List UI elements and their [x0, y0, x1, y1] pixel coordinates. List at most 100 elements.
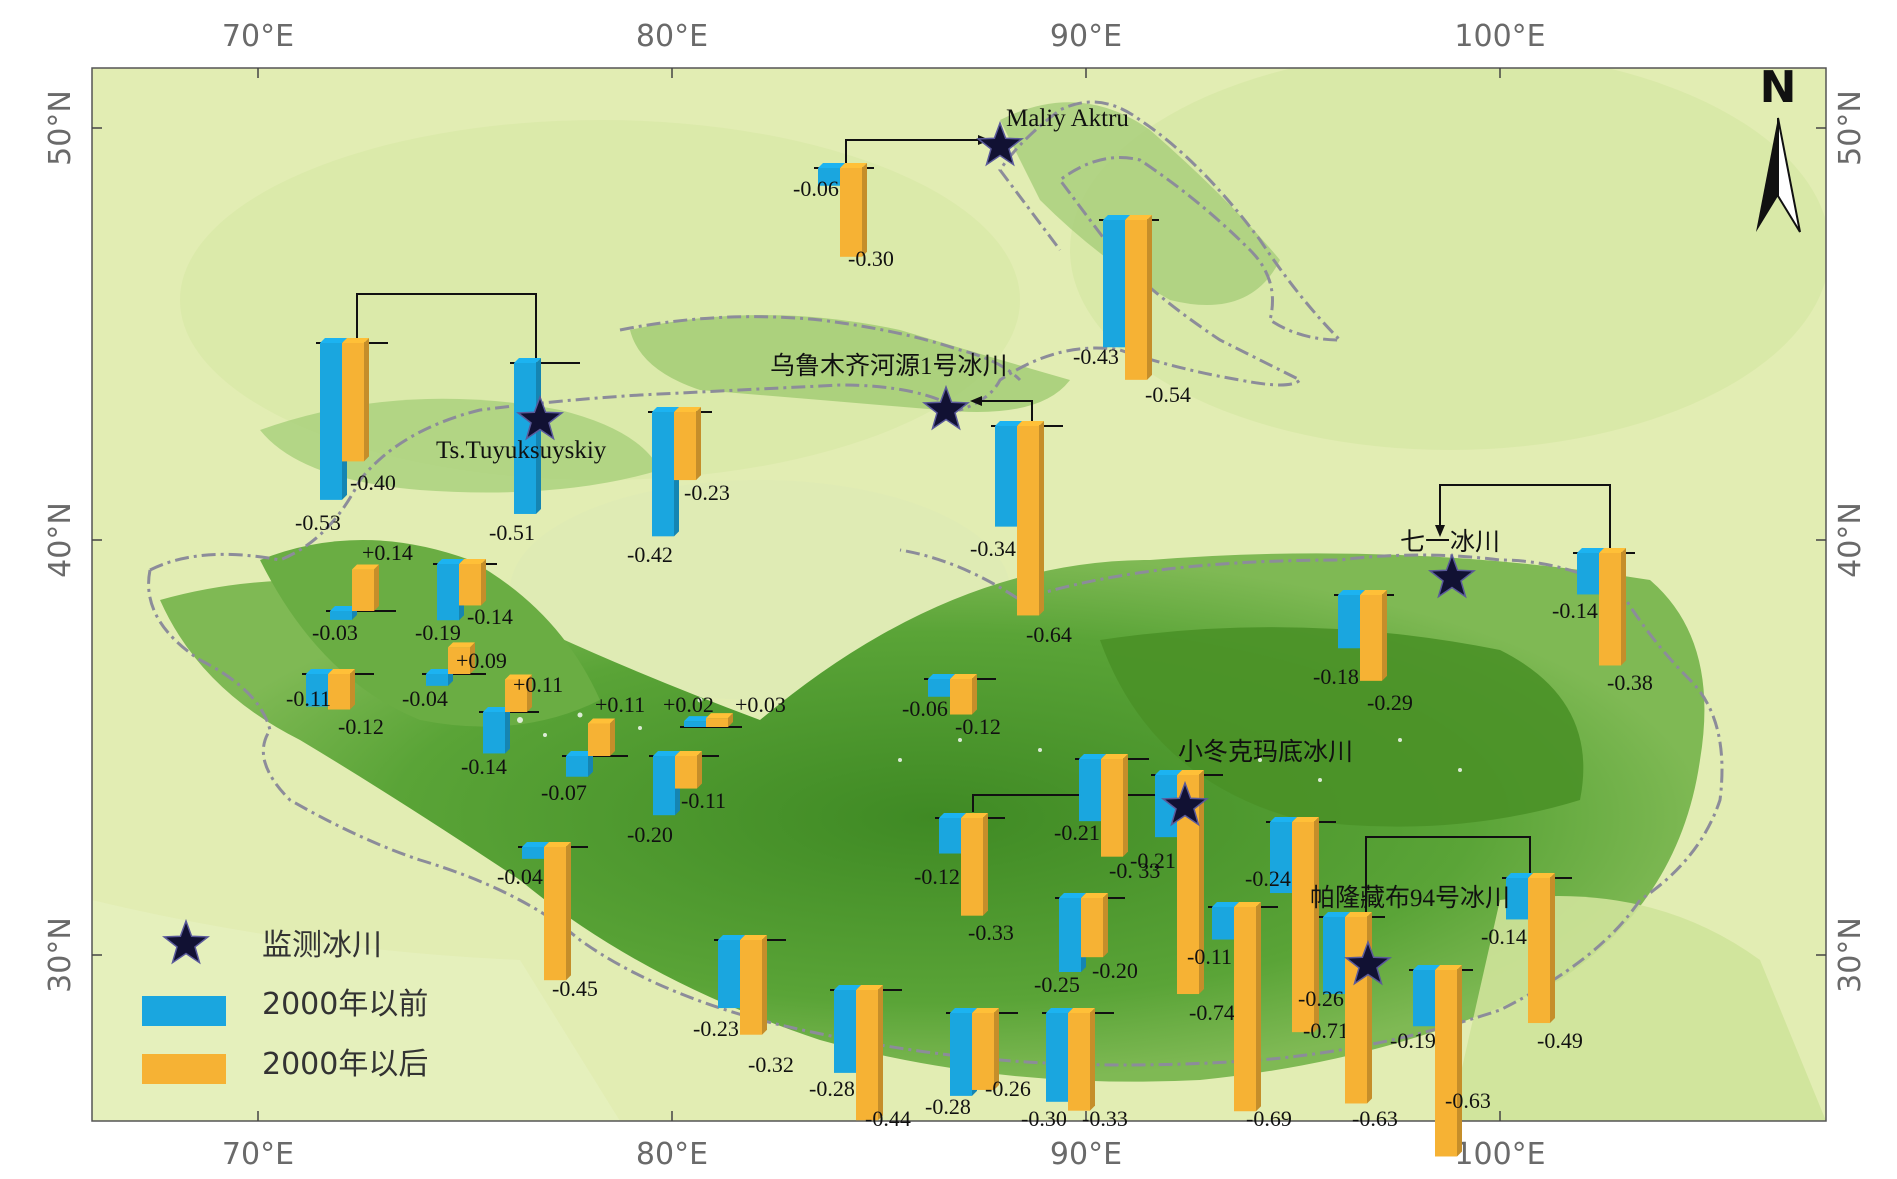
glacier-bar-group: -0.28 -0.44 [809, 985, 911, 1131]
legend-before-label: 2000年以前 [262, 987, 428, 1022]
bar-top-face [684, 716, 711, 722]
glacier-bar-group: -0.19 -0.63 [1390, 965, 1491, 1157]
bar-front-face [1528, 878, 1550, 1024]
bar-value-after: +0.14 [362, 540, 413, 565]
monitoring-station-star-icon [1428, 552, 1476, 599]
bar-front-face [320, 343, 342, 500]
bar-value-after: -0.44 [865, 1106, 911, 1131]
bar-front-face [950, 679, 972, 715]
bar-value-before: -0.42 [627, 542, 673, 567]
bar-after [1017, 421, 1044, 616]
bar-top-face [961, 813, 988, 818]
bar-front-face [1323, 917, 1345, 994]
bar-after [352, 564, 379, 611]
bar-front-face [352, 569, 374, 611]
bar-top-face [328, 669, 355, 674]
bar-front-face [1081, 898, 1103, 958]
bar-value-before: -0.53 [295, 510, 341, 535]
bar-top-face [1081, 893, 1108, 898]
bar-side-face [728, 713, 733, 727]
bar-front-face [1599, 553, 1621, 666]
bar-top-face [995, 421, 1022, 426]
bar-after [1068, 1008, 1095, 1111]
bar-before [483, 707, 510, 754]
legend-star-icon [162, 918, 210, 965]
bar-value-after: -0.32 [748, 1052, 794, 1077]
legend-after-label: 2000年以后 [262, 1047, 428, 1082]
bar-front-face [818, 168, 840, 186]
bar-value-after: +0.09 [456, 648, 507, 673]
glacier-bar-group: -0.14 +0.11 [461, 672, 563, 779]
bar-top-face [939, 813, 966, 818]
monitoring-station-star-icon [1161, 780, 1209, 827]
bar-front-face [1435, 970, 1457, 1157]
bar-front-face [1292, 822, 1314, 1033]
glacier-bar-group: -0.18 -0.29 [1313, 590, 1413, 715]
lon-label-top: 80°E [636, 19, 708, 54]
lat-label-right: 50°N [1833, 90, 1868, 166]
bar-side-face [374, 564, 379, 611]
graticule-ticks [92, 68, 1826, 1121]
bar-after [448, 642, 475, 674]
bar-side-face [762, 935, 767, 1035]
bar-after [342, 338, 369, 462]
bar-value-before: -0.14 [461, 754, 507, 779]
bar-top-face [706, 713, 733, 719]
bar-value-before: -0.21 [1054, 820, 1100, 845]
bar-top-face [840, 163, 867, 168]
bar-front-face [1413, 970, 1435, 1027]
bar-side-face [696, 407, 701, 481]
bar-top-face [437, 559, 464, 564]
legend: 监测冰川 2000年以前 2000年以后 [142, 918, 428, 1084]
bar-front-face [1103, 220, 1125, 348]
bar-front-face [1059, 898, 1081, 972]
glacier-bar-group: -0.11 -0.69 [1187, 902, 1292, 1131]
bar-front-face [995, 426, 1017, 527]
lon-label-top: 90°E [1050, 19, 1122, 54]
bar-value-before: -0.24 [1245, 866, 1291, 891]
bar-front-face [566, 756, 588, 777]
bar-top-face [514, 358, 541, 363]
bar-front-face [740, 940, 762, 1035]
bar-value-before: -0.23 [693, 1016, 739, 1041]
lon-label-bottom: 70°E [222, 1137, 294, 1172]
bar-value-after: -0.49 [1537, 1028, 1583, 1053]
bar-top-face [718, 935, 745, 940]
bar-after [1125, 215, 1152, 380]
bar-after [1234, 902, 1261, 1112]
bar-top-face [522, 842, 549, 847]
bar-front-face [840, 168, 862, 257]
bar-value-before: -0.04 [497, 864, 543, 889]
lat-label-left: 40°N [43, 502, 78, 578]
bar-top-face [1599, 548, 1626, 553]
bar-front-face [437, 564, 459, 621]
bar-front-face [328, 674, 350, 710]
glacier-region-boundary [147, 100, 1724, 1067]
bar-after [544, 842, 571, 981]
bar-top-face [588, 718, 615, 724]
monitoring-station-star-icon [922, 384, 970, 431]
glacier-bar-group: -0.28 -0.26 [925, 1008, 1031, 1119]
bar-top-face [928, 674, 955, 679]
lat-label-right: 30°N [1833, 917, 1868, 993]
bar-value-before: -0.14 [1552, 598, 1598, 623]
bar-value-after: +0.11 [595, 692, 645, 717]
glacier-bar-group: -0.21 -0. 33 [1054, 754, 1160, 883]
bar-front-face [1101, 759, 1123, 857]
bar-top-face [972, 1008, 999, 1013]
bar-value-after: -0.12 [338, 714, 384, 739]
bar-side-face [566, 842, 571, 981]
lat-label-left: 30°N [43, 917, 78, 993]
bar-top-face [674, 407, 701, 412]
bar-top-face [320, 338, 347, 343]
bar-value-before: -0.18 [1313, 664, 1359, 689]
bar-front-face [1338, 595, 1360, 649]
bar-front-face [653, 756, 675, 816]
bar-value-before: -0.34 [970, 536, 1016, 561]
bar-after [588, 718, 615, 756]
bar-top-face [1292, 817, 1319, 822]
bar-front-face [718, 940, 740, 1009]
bar-front-face [706, 718, 728, 727]
bar-front-face [684, 721, 706, 727]
legend-before-swatch [142, 996, 226, 1026]
